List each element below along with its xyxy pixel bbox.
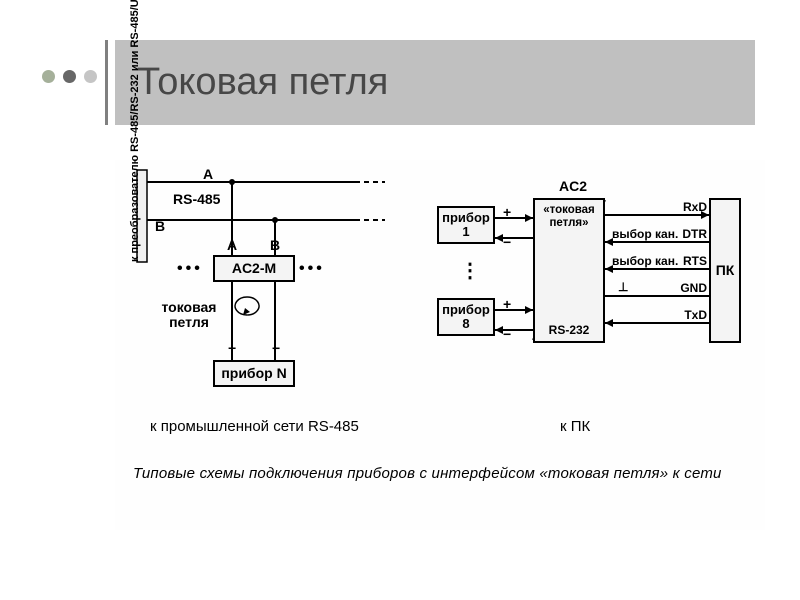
rts-label: RTS (671, 254, 707, 268)
txd-label: TxD (667, 308, 707, 322)
rxd-label: RxD (667, 200, 707, 214)
title-bar: Токовая петля (115, 40, 755, 125)
device-1-label: прибор1 (442, 211, 490, 240)
bus-label: RS-485 (173, 191, 220, 207)
vdots: ⋮ (460, 258, 480, 283)
dtr-label: DTR (671, 227, 707, 241)
ac2-top-text: «токоваяпетля» (543, 204, 595, 229)
device-8-box: прибор8 (437, 298, 495, 336)
page-title: Токовая петля (137, 61, 388, 104)
perp-label: ⊥ (618, 280, 628, 294)
d8-plus: + (503, 296, 511, 312)
plus-left: + (228, 340, 236, 356)
adapter-label: AC2-M (232, 261, 276, 276)
line-b-label: B (155, 218, 165, 234)
device-8-label: прибор8 (442, 303, 490, 332)
converter-label: к преобразователю RS-485/RS-232 или RS-4… (129, 132, 141, 262)
diagram-area: к преобразователю RS-485/RS-232 или RS-4… (115, 160, 765, 530)
device-n-label: прибор N (221, 366, 286, 381)
ac2-top-label: AC2 (559, 178, 587, 194)
d1-plus: + (503, 204, 511, 220)
bullet-1 (42, 70, 55, 83)
d8-minus: − (503, 326, 511, 342)
line-a-label: A (203, 166, 213, 182)
left-caption: к промышленной сети RS-485 (150, 418, 359, 435)
right-caption: к ПК (560, 418, 590, 435)
pin-b: B (270, 237, 280, 253)
gnd-label: GND (667, 281, 707, 295)
pc-label: ПК (716, 263, 735, 278)
ac2-box: «токоваяпетля» RS-232 (533, 198, 605, 343)
adapter-box: AC2-M (213, 255, 295, 282)
main-caption: Типовые схемы подключения приборов с инт… (133, 465, 722, 482)
sel1-label: выбор кан. (612, 227, 678, 241)
device-1-box: прибор1 (437, 206, 495, 244)
pin-a: A (227, 237, 237, 253)
pc-box: ПК (709, 198, 741, 343)
bullet-2 (63, 70, 76, 83)
bullet-3 (84, 70, 97, 83)
title-bullets (42, 70, 97, 83)
sel2-label: выбор кан. (612, 254, 678, 268)
dots-right: ••• (299, 260, 325, 278)
ac2-bot-text: RS-232 (549, 324, 590, 337)
device-n-box: прибор N (213, 360, 295, 387)
dots-left: ••• (177, 260, 203, 278)
minus-left: − (272, 340, 280, 356)
title-side-line (105, 40, 108, 125)
d1-minus: − (503, 234, 511, 250)
loop-label: токоваяпетля (159, 300, 219, 329)
